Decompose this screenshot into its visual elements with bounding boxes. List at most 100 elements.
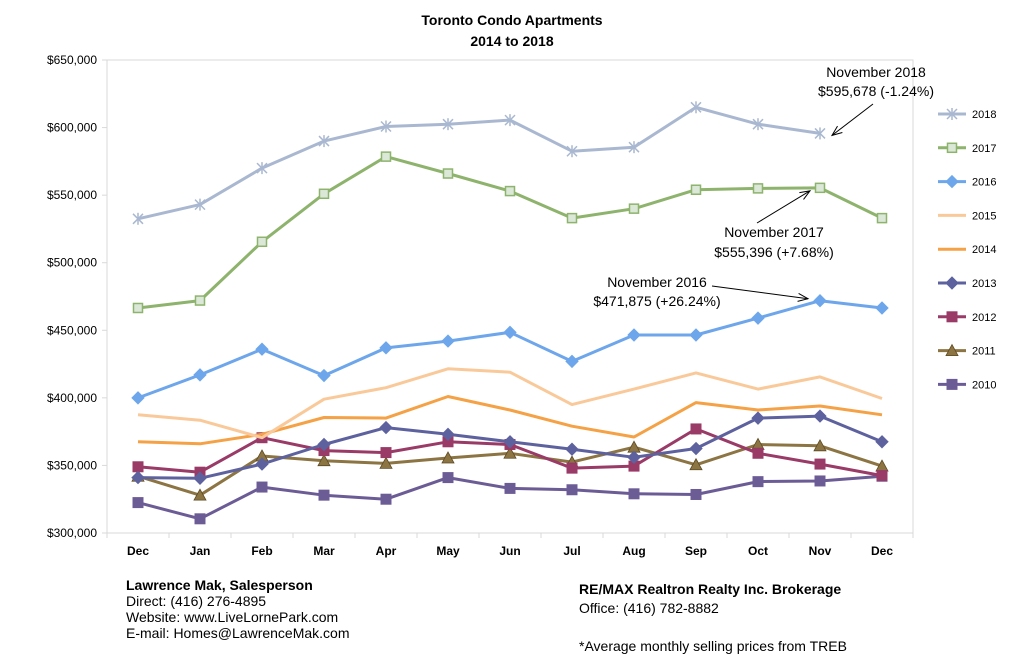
data-point [318, 188, 330, 200]
data-point [317, 368, 331, 383]
y-tick-label: $350,000 [47, 458, 97, 472]
annotation-value: $471,875 (+26.24%) [593, 293, 720, 309]
series-2018 [132, 101, 826, 225]
legend-entry-2013: 2013 [938, 276, 996, 290]
legend-label: 2011 [972, 346, 996, 358]
legend-marker [945, 174, 959, 189]
data-point [504, 482, 516, 494]
legend-marker [946, 108, 958, 120]
data-point [689, 328, 703, 342]
plot-area-border [106, 59, 914, 534]
x-tick-label: Oct [748, 544, 768, 558]
data-point [442, 168, 454, 179]
source-note: *Average monthly selling prices from TRE… [579, 638, 847, 654]
legend-marker [946, 311, 958, 323]
legend-entry-2018: 2018 [938, 108, 996, 121]
brokerage-name: RE/MAX Realtron Realty Inc. Brokerage [579, 581, 842, 597]
data-point [193, 368, 207, 382]
legend-label: 2013 [972, 278, 996, 290]
data-point [380, 120, 392, 133]
annotation-1: November 2018 $595,678 (-1.24%) [818, 64, 934, 137]
data-point [194, 295, 206, 306]
data-point [689, 457, 703, 471]
legend-entry-2017: 2017 [938, 142, 996, 155]
data-point [875, 301, 889, 315]
legend-entry-2010: 2010 [938, 378, 996, 391]
data-point [875, 435, 889, 449]
legend-entry-2012: 2012 [938, 311, 996, 324]
annotation-arrowhead [797, 293, 810, 302]
agent-name: Lawrence Mak, Salesperson [126, 577, 313, 593]
x-tick-label: Dec [871, 544, 893, 558]
annotation-arrowhead [799, 190, 812, 200]
data-point [752, 447, 764, 459]
annotation-arrow-line [756, 190, 811, 224]
series-2016 [131, 294, 889, 405]
data-point [689, 441, 703, 456]
data-point [194, 513, 206, 525]
series-line [137, 105, 821, 221]
series-line [137, 395, 883, 446]
annotation-arrow-line [711, 285, 809, 300]
data-point [441, 427, 455, 442]
x-tick-label: Dec [127, 544, 149, 558]
x-tick-label: Nov [809, 544, 832, 558]
legend-entry-2014: 2014 [938, 244, 996, 256]
chart-subtitle: 2014 to 2018 [470, 33, 554, 49]
y-tick-label: $300,000 [47, 526, 97, 540]
x-tick-label: May [436, 544, 460, 558]
series-2017 [132, 151, 888, 314]
data-point [379, 420, 393, 435]
data-point [814, 458, 826, 470]
annotation-value: $595,678 (-1.24%) [818, 83, 934, 99]
data-point [131, 470, 145, 485]
data-point [255, 342, 269, 356]
annotation-2: November 2017 $555,396 (+7.68%) [714, 190, 834, 260]
data-point [876, 470, 888, 482]
legend-marker [946, 142, 958, 154]
data-point [503, 435, 517, 449]
data-point [627, 328, 641, 342]
data-point [132, 461, 144, 473]
data-point [380, 151, 392, 162]
legend-label: 2014 [972, 244, 996, 256]
x-tick-label: Jan [190, 544, 211, 558]
data-point [814, 475, 826, 487]
legend-marker [946, 378, 958, 390]
data-point [379, 341, 393, 355]
data-point [690, 423, 702, 435]
data-point [380, 447, 392, 459]
data-point [503, 446, 517, 459]
data-point [752, 183, 764, 194]
data-point [132, 212, 144, 225]
y-tick-label: $650,000 [47, 53, 97, 67]
data-point [318, 489, 330, 501]
data-point [751, 411, 765, 425]
data-point [813, 294, 827, 308]
data-point [380, 493, 392, 505]
data-point [566, 145, 578, 158]
data-point [132, 497, 144, 509]
line-chart: $300,000 $350,000 $400,000 $450,000 $500,000… [47, 53, 997, 558]
y-tick-label: $500,000 [47, 256, 97, 270]
legend-label: 2010 [972, 379, 996, 391]
annotation-title: November 2017 [724, 224, 824, 240]
annotation-3: November 2016 $471,875 (+26.24%) [593, 274, 810, 309]
chart-title: Toronto Condo Apartments [421, 12, 603, 28]
data-point [565, 354, 579, 369]
data-point [752, 476, 764, 488]
series-line [137, 474, 883, 521]
data-point [379, 456, 393, 469]
legend-label: 2016 [972, 177, 996, 189]
series-2013 [131, 409, 889, 485]
data-point [628, 203, 640, 214]
agent-email: E-mail: Homes@LawrenceMak.com [126, 625, 350, 641]
data-point [751, 311, 765, 325]
data-point [504, 114, 516, 127]
data-point [813, 409, 827, 423]
y-tick-label: $600,000 [47, 121, 97, 135]
legend-label: 2012 [972, 312, 996, 324]
legend-label: 2015 [972, 210, 996, 222]
brokerage-office-phone: Office: (416) 782-8882 [579, 600, 719, 616]
y-tick-label: $450,000 [47, 323, 97, 337]
